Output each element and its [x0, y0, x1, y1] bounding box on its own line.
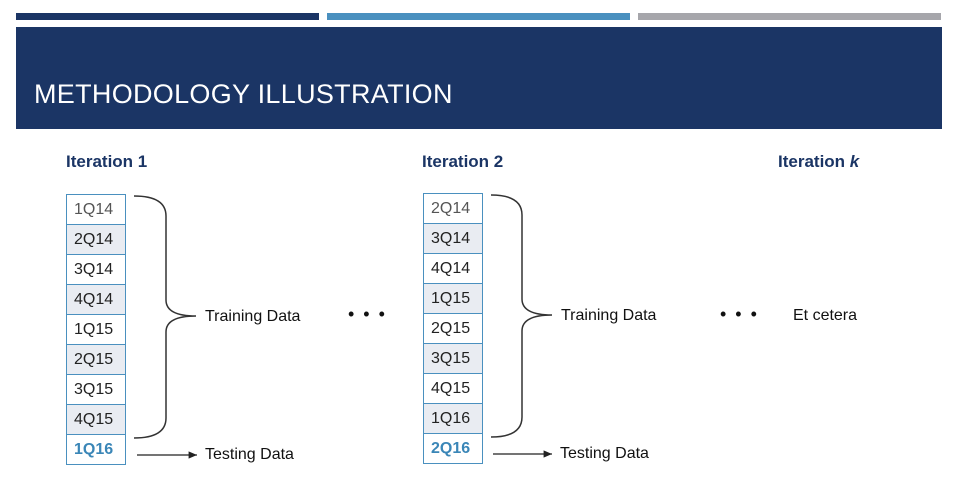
ellipsis-dots: • • • [348, 304, 387, 324]
accent-bar-blue [327, 13, 630, 20]
testing-data-label: Testing Data [560, 445, 649, 462]
quarter-cell: 2Q14 [423, 193, 483, 224]
iteration-k-prefix: Iteration [778, 152, 850, 171]
iteration-1-quarters: 1Q14 2Q14 3Q14 4Q14 1Q15 2Q15 3Q15 4Q15 … [66, 194, 126, 465]
quarter-cell: 2Q14 [66, 225, 126, 255]
quarter-cell: 4Q15 [423, 374, 483, 404]
quarter-cell: 4Q14 [66, 285, 126, 315]
quarter-cell: 4Q14 [423, 254, 483, 284]
quarter-cell: 4Q15 [66, 405, 126, 435]
training-brace [490, 194, 553, 438]
iteration-k-variable: k [849, 152, 860, 171]
quarter-cell: 1Q15 [66, 315, 126, 345]
training-data-label: Training Data [205, 308, 301, 325]
et-cetera-label: Et cetera [793, 307, 858, 324]
quarter-cell: 2Q15 [66, 345, 126, 375]
quarter-cell: 1Q16 [423, 404, 483, 434]
iteration-2-quarters: 2Q14 3Q14 4Q14 1Q15 2Q15 3Q15 4Q15 1Q16 … [423, 193, 483, 464]
quarter-cell: 1Q14 [66, 194, 126, 225]
training-data-label: Training Data [561, 307, 657, 324]
testing-quarter-cell: 1Q16 [66, 435, 126, 465]
iteration-k-title: Iteration k [778, 152, 859, 172]
ellipsis-dots: • • • [720, 304, 759, 324]
quarter-cell: 3Q14 [423, 224, 483, 254]
accent-bar-gray [638, 13, 941, 20]
quarter-cell: 3Q14 [66, 255, 126, 285]
title-banner: METHODOLOGY ILLUSTRATION [16, 27, 942, 129]
quarter-cell: 1Q15 [423, 284, 483, 314]
quarter-cell: 3Q15 [66, 375, 126, 405]
iteration-2-title: Iteration 2 [422, 152, 504, 171]
testing-data-label: Testing Data [205, 446, 294, 463]
quarter-cell: 2Q15 [423, 314, 483, 344]
quarter-cell: 3Q15 [423, 344, 483, 374]
iteration-1-title: Iteration 1 [66, 152, 148, 171]
training-brace [133, 195, 197, 439]
slide-title: METHODOLOGY ILLUSTRATION [34, 79, 453, 109]
accent-bar-navy [16, 13, 319, 20]
testing-quarter-cell: 2Q16 [423, 434, 483, 464]
